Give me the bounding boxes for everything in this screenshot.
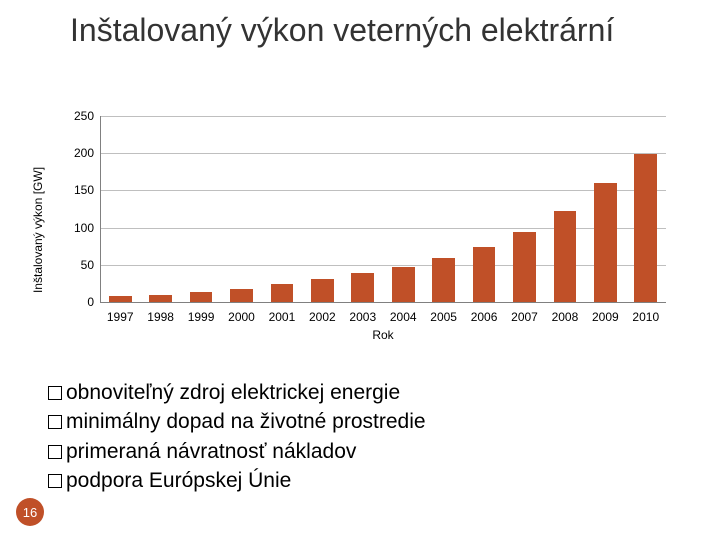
bullet-text: primeraná návratnosť nákladov	[66, 440, 356, 463]
x-tick-label: 2001	[269, 310, 296, 324]
bullet-marker-icon	[48, 386, 62, 400]
bar	[392, 267, 415, 302]
y-tick-label: 150	[54, 183, 94, 197]
slide-title: Inštalovaný výkon veterných elektrární	[70, 12, 670, 49]
bullet-marker-icon	[48, 415, 62, 429]
bar	[634, 154, 657, 302]
x-tick-label: 2007	[511, 310, 538, 324]
bar	[351, 273, 374, 302]
bar	[149, 295, 172, 302]
y-axis-line	[100, 116, 101, 302]
bullet-item: obnoviteľný zdroj elektrickej energie	[48, 378, 678, 407]
x-tick-label: 2005	[430, 310, 457, 324]
bullet-item: primeraná návratnosť nákladov	[48, 437, 678, 466]
x-tick-label: 1999	[188, 310, 215, 324]
y-tick-label: 250	[54, 109, 94, 123]
bars-area	[100, 116, 666, 302]
bar-chart: Inštalovaný výkon [GW] 050100150200250 1…	[48, 110, 678, 350]
x-axis-label: Rok	[363, 328, 403, 342]
bar	[594, 183, 617, 302]
bullet-text: minimálny dopad na životné prostredie	[66, 410, 426, 433]
page-number: 16	[23, 505, 37, 520]
x-tick-label: 2000	[228, 310, 255, 324]
x-tick-label: 1997	[107, 310, 134, 324]
bullet-text: podpora Európskej Únie	[66, 469, 291, 492]
y-tick-label: 0	[54, 295, 94, 309]
x-axis-line	[100, 302, 666, 303]
x-tick-label: 2003	[349, 310, 376, 324]
bar	[473, 247, 496, 302]
x-tick-label: 2010	[632, 310, 659, 324]
bullet-marker-icon	[48, 474, 62, 488]
bar	[190, 292, 213, 302]
x-tick-label: 2009	[592, 310, 619, 324]
y-tick-label: 50	[54, 258, 94, 272]
bar	[311, 279, 334, 302]
y-axis-label: Inštalovaný výkon [GW]	[31, 167, 45, 293]
bullet-marker-icon	[48, 445, 62, 459]
bar	[432, 258, 455, 302]
bullet-list: obnoviteľný zdroj elektrickej energie min…	[48, 378, 678, 496]
x-tick-label: 2006	[471, 310, 498, 324]
slide: Inštalovaný výkon veterných elektrární I…	[0, 0, 720, 540]
bar	[513, 232, 536, 302]
bar	[230, 289, 253, 302]
x-tick-label: 2002	[309, 310, 336, 324]
y-tick-label: 200	[54, 146, 94, 160]
bar	[554, 211, 577, 302]
page-number-badge: 16	[16, 498, 44, 526]
bullet-text: obnoviteľný zdroj elektrickej energie	[66, 381, 400, 404]
bar	[271, 284, 294, 302]
bullet-item: podpora Európskej Únie	[48, 466, 678, 495]
x-tick-label: 2004	[390, 310, 417, 324]
x-tick-label: 1998	[147, 310, 174, 324]
x-tick-label: 2008	[552, 310, 579, 324]
bullet-item: minimálny dopad na životné prostredie	[48, 407, 678, 436]
y-tick-label: 100	[54, 221, 94, 235]
